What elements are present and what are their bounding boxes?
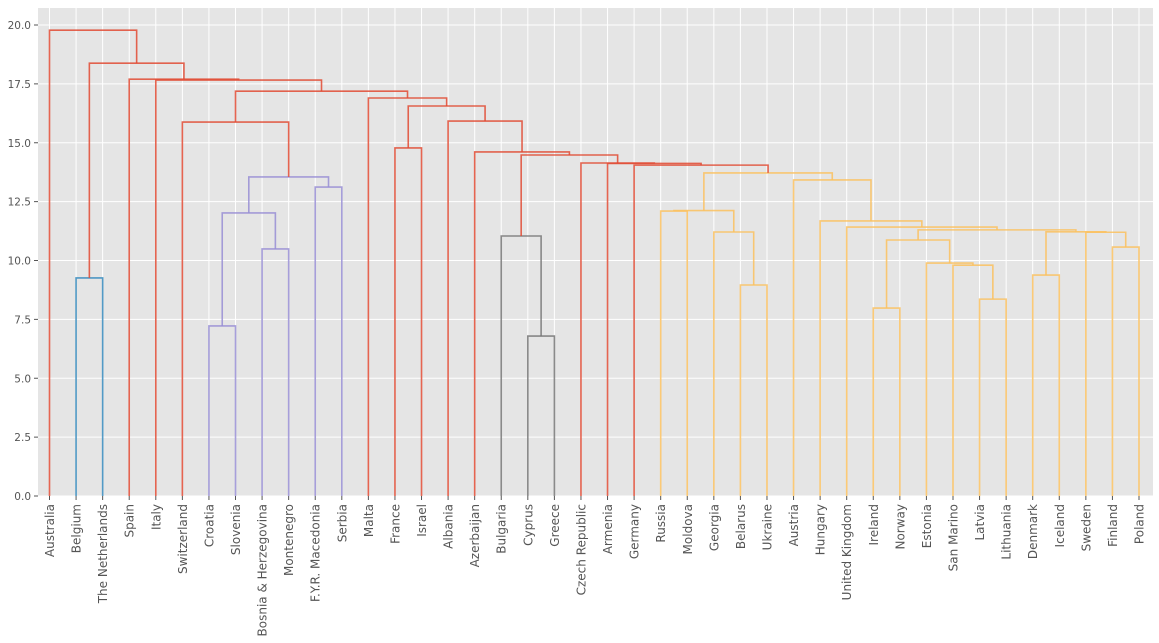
y-tick-label: 17.5 <box>8 79 31 91</box>
leaf-label: Georgia <box>707 504 721 551</box>
leaf-label: Russia <box>654 504 668 543</box>
leaf-label: Spain <box>123 504 137 538</box>
leaf-label: San Marino <box>946 504 960 571</box>
leaf-label: Serbia <box>335 504 349 542</box>
leaf-label: Bosnia & Herzegovina <box>256 504 270 636</box>
leaf-label: Belarus <box>734 504 748 549</box>
leaf-label: Latvia <box>973 504 987 541</box>
leaf-label: Montenegro <box>282 504 296 576</box>
leaf-label: Poland <box>1133 504 1147 544</box>
y-tick-label: 15.0 <box>8 138 31 150</box>
leaf-label: Ukraine <box>760 504 774 550</box>
leaf-label: Italy <box>149 504 163 530</box>
leaf-label: Finland <box>1106 504 1120 547</box>
leaf-label: Moldova <box>681 504 695 554</box>
leaf-label: Israel <box>415 504 429 537</box>
leaf-label: Germany <box>628 504 642 559</box>
leaf-label: Slovenia <box>229 504 243 555</box>
leaf-label: Albania <box>442 504 456 549</box>
y-tick-label: 10.0 <box>8 256 31 268</box>
y-tick-label: 20.0 <box>8 20 31 32</box>
leaf-label: Denmark <box>1026 504 1040 559</box>
leaf-label: Austria <box>787 504 801 546</box>
y-tick-label: 0.0 <box>14 491 31 503</box>
leaf-label: Switzerland <box>176 504 190 574</box>
y-tick-label: 12.5 <box>8 197 31 209</box>
y-tick-label: 5.0 <box>14 373 31 385</box>
leaf-label: United Kingdom <box>840 504 854 600</box>
leaf-label: The Netherlands <box>96 504 110 604</box>
leaf-label: France <box>388 504 402 544</box>
dendrogram-link-m41 <box>48 29 138 496</box>
plot-background <box>38 8 1153 496</box>
x-axis: Australia Belgium The Netherlands Spain Ital… <box>43 496 1147 636</box>
leaf-label: Sweden <box>1079 504 1093 551</box>
y-tick-label: 7.5 <box>14 314 31 326</box>
leaf-label: Ireland <box>867 504 881 546</box>
leaf-label: Iceland <box>1053 504 1067 547</box>
leaf-label: F.Y.R. Macedonia <box>309 504 323 602</box>
leaf-label: Malta <box>362 504 376 537</box>
leaf-label: Belgium <box>70 504 84 553</box>
leaf-label: Bulgaria <box>495 504 509 554</box>
leaf-label: Hungary <box>814 504 828 555</box>
leaf-label: Australia <box>43 504 57 557</box>
leaf-label: Croatia <box>202 504 216 547</box>
leaf-label: Estonia <box>920 504 934 548</box>
leaf-label: Cyprus <box>521 504 535 546</box>
leaf-label: Czech Republic <box>574 504 588 595</box>
leaf-label: Greece <box>548 504 562 547</box>
leaf-label: Azerbaijan <box>468 504 482 567</box>
y-axis: 0.0 2.5 5.0 7.5 10.0 12.5 15.0 17.5 20.0 <box>8 20 38 503</box>
dendrogram-links <box>48 29 1140 496</box>
leaf-label: Norway <box>893 504 907 550</box>
leaf-label: Armenia <box>601 504 615 554</box>
y-tick-label: 2.5 <box>14 432 31 444</box>
leaf-label: Lithuania <box>1000 504 1014 560</box>
